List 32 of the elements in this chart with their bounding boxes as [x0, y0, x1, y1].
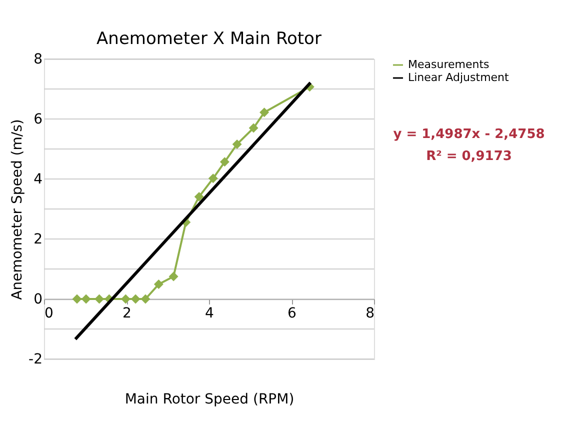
- x-tick-label: 4: [205, 306, 214, 322]
- point: [194, 192, 204, 202]
- x-axis-title: Main Rotor Speed (RPM): [124, 392, 294, 408]
- y-tick-label: 0: [34, 292, 42, 308]
- y-tick-label: 4: [34, 172, 43, 188]
- point: [248, 123, 258, 133]
- point: [130, 294, 140, 304]
- legend-label: Linear Adjustment: [408, 71, 510, 84]
- y-axis-title: Anemometer Speed (m/s): [10, 119, 26, 300]
- y-tick-label: -2: [28, 352, 42, 368]
- point: [208, 174, 218, 184]
- point: [120, 294, 130, 304]
- point: [81, 294, 91, 304]
- x-tick-label: 6: [288, 306, 297, 322]
- y-tick-label: 8: [34, 52, 42, 68]
- legend-label: Measurements: [408, 58, 490, 71]
- text: R² = 0,9173: [426, 149, 512, 164]
- x-tick-label: 0: [44, 306, 54, 322]
- y-tick-label: 2: [34, 232, 42, 248]
- point: [94, 294, 104, 304]
- y-tick-label: 6: [34, 112, 43, 128]
- chart-title: Anemometer X Main Rotor: [96, 29, 322, 49]
- text: y = 1,4987x - 2,4758: [393, 127, 545, 142]
- point: [220, 157, 230, 167]
- x-tick-label: 2: [122, 306, 132, 322]
- point: [168, 272, 178, 282]
- point: [260, 108, 270, 118]
- point: [232, 139, 242, 149]
- point: [72, 294, 82, 304]
- x-tick-label: 8: [366, 306, 374, 322]
- point: [154, 280, 164, 290]
- point: [140, 294, 150, 304]
